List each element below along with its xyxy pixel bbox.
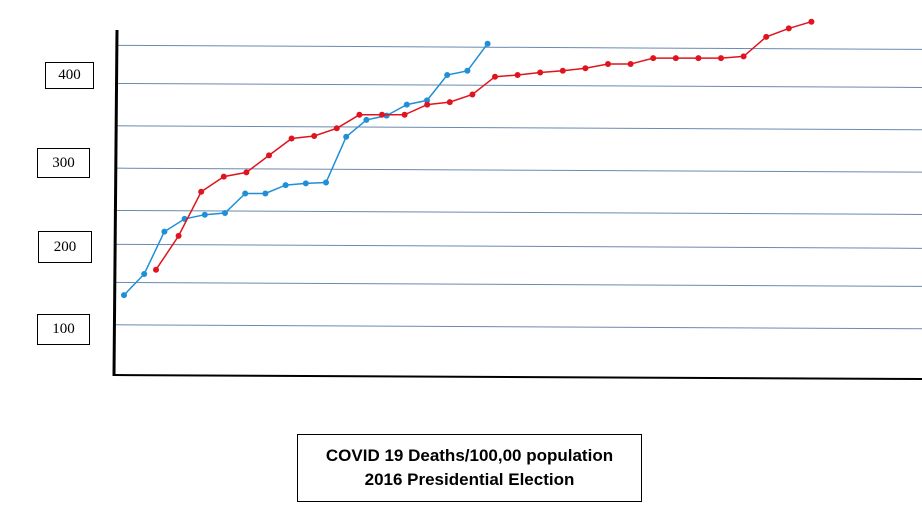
series-2-point — [266, 152, 272, 159]
series-2-point — [537, 69, 544, 76]
series-2-point — [333, 125, 340, 132]
series-1-point — [444, 72, 451, 78]
gridline — [115, 44, 922, 50]
series-2-point — [356, 111, 363, 118]
series-1-point — [323, 179, 329, 186]
series-2-point — [379, 111, 385, 118]
series-2-point — [672, 55, 679, 62]
series-1-point — [343, 133, 350, 140]
series-2-point — [288, 135, 295, 142]
caption-line-1: COVID 19 Deaths/100,00 population — [325, 446, 614, 465]
series-1-point — [201, 211, 208, 218]
gridline — [115, 209, 922, 215]
series-2-point — [401, 111, 408, 118]
series-1-point — [161, 228, 168, 235]
series-2-point — [220, 173, 227, 180]
series-2-point — [446, 99, 453, 106]
series-1-point — [262, 190, 269, 197]
gridline — [115, 167, 922, 173]
series-1-point — [302, 180, 309, 187]
series-2-point — [492, 73, 498, 80]
series-2-point — [582, 65, 589, 72]
gridline — [115, 281, 922, 287]
series-2-point — [559, 67, 566, 74]
series-2-point — [514, 72, 521, 78]
series-2-point — [311, 133, 318, 139]
y-tick-label-300: 300 — [37, 148, 90, 178]
gridline — [115, 82, 922, 88]
series-2-point — [175, 232, 182, 239]
y-tick-label-100: 100 — [37, 314, 90, 345]
series-2-point — [605, 61, 611, 67]
series-1-point — [242, 190, 249, 197]
y-tick-label-400: 400 — [45, 62, 94, 89]
series-2-point — [424, 101, 431, 108]
y-tick-label-200: 200 — [38, 231, 92, 263]
series-2-point — [243, 169, 250, 176]
x-axis — [113, 374, 922, 380]
series-2-point — [469, 91, 476, 98]
series-2-point — [808, 18, 815, 25]
series-2-point — [198, 188, 205, 195]
gridline — [115, 125, 922, 131]
series-1-point — [222, 210, 228, 216]
series-2-point — [627, 61, 634, 67]
series-1-point — [484, 40, 491, 47]
gridline — [115, 243, 922, 249]
y-axis — [112, 29, 119, 377]
series-2-point — [785, 25, 792, 32]
series-2-point — [718, 55, 724, 62]
series-2-point — [763, 33, 770, 40]
chart-caption: COVID 19 Deaths/100,00 population 2016 P… — [297, 434, 642, 502]
series-2-point — [695, 55, 702, 62]
series-1-point — [403, 101, 410, 108]
caption-line-2: 2016 Presidential Election — [364, 470, 575, 489]
gridline — [115, 324, 922, 330]
series-1-point — [141, 271, 148, 277]
series-line-2 — [155, 20, 812, 271]
series-2-point — [650, 55, 657, 62]
series-1-point — [282, 182, 289, 189]
series-2-point — [740, 53, 747, 60]
series-1-point — [121, 292, 127, 299]
series-2-point — [153, 266, 159, 273]
series-1-point — [363, 116, 370, 123]
series-1-point — [464, 67, 471, 74]
